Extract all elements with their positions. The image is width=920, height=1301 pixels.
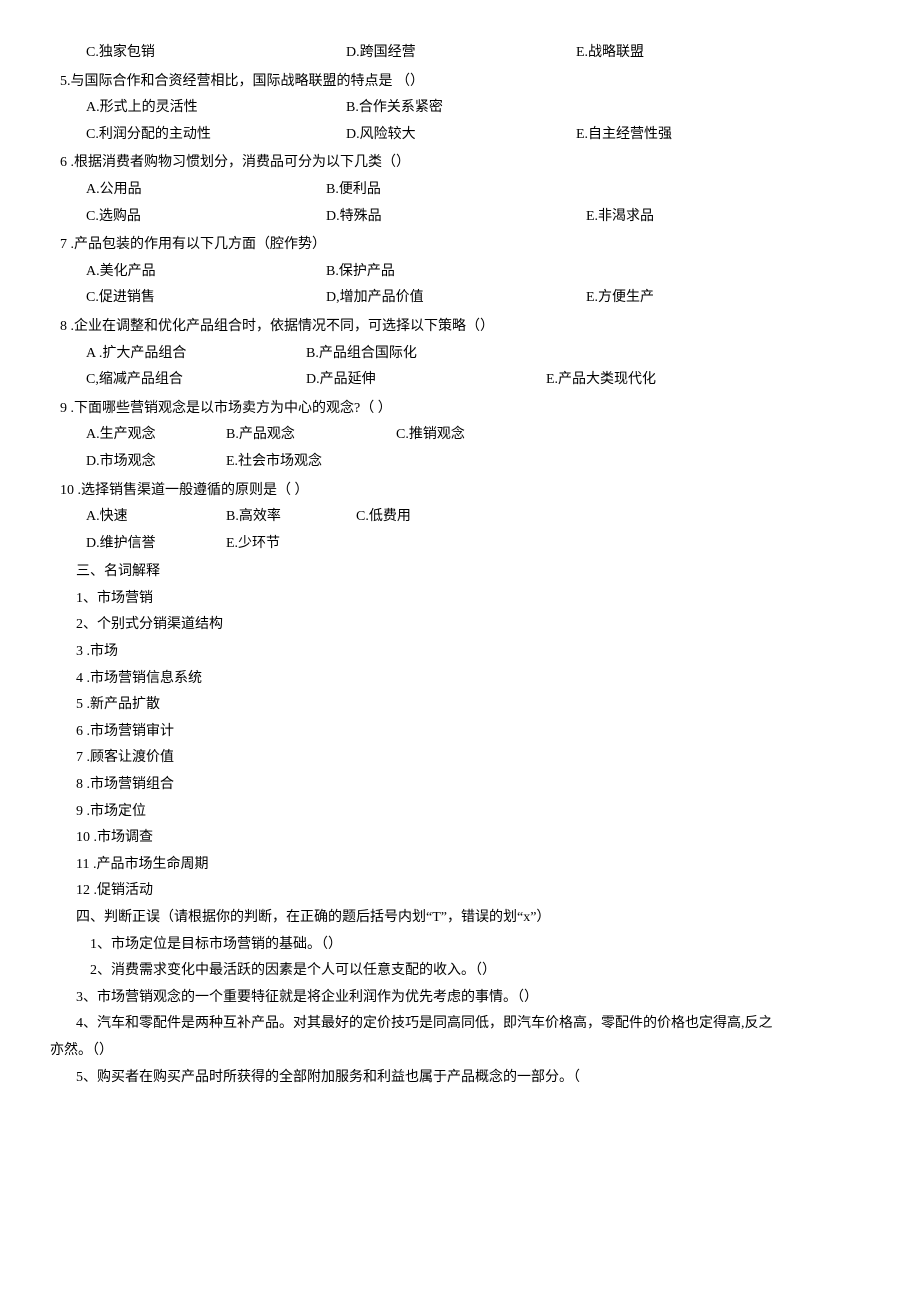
judge-5: 5、购买者在购买产品时所获得的全部附加服务和利益也属于产品概念的一部分。（: [50, 1065, 870, 1092]
q5-option-e: E.自主经营性强: [576, 122, 776, 149]
term-5: 5 .新产品扩散: [50, 692, 870, 719]
q6-option-e: E.非渴求品: [586, 204, 654, 231]
q9-option-b: B.产品观念: [226, 422, 396, 449]
q9-stem: 9 .下面哪些营销观念是以市场卖方为中心的观念?（ ）: [50, 396, 870, 423]
q8-option-d: D.产品延伸: [306, 367, 546, 394]
q9-option-d: D.市场观念: [86, 449, 226, 476]
q6-stem: 6 .根据消费者购物习惯划分，消费品可分为以下几类（）: [50, 150, 870, 177]
q9-option-c: C.推销观念: [396, 422, 465, 449]
term-9: 9 .市场定位: [50, 799, 870, 826]
judge-4-line1: 4、汽车和零配件是两种互补产品。对其最好的定价技巧是同高同低，即汽车价格高，零配…: [50, 1011, 870, 1038]
q7-stem: 7 .产品包装的作用有以下几方面（腔作势）: [50, 232, 870, 259]
question-9: 9 .下面哪些营销观念是以市场卖方为中心的观念?（ ） A.生产观念 B.产品观…: [50, 396, 870, 476]
question-7: 7 .产品包装的作用有以下几方面（腔作势） A.美化产品 B.保护产品 C.促进…: [50, 232, 870, 312]
q5-option-c: C.利润分配的主动性: [86, 122, 346, 149]
term-2: 2、个别式分销渠道结构: [50, 612, 870, 639]
term-11: 11 .产品市场生命周期: [50, 852, 870, 879]
term-10: 10 .市场调查: [50, 825, 870, 852]
term-3: 3 .市场: [50, 639, 870, 666]
q10-option-c: C.低费用: [356, 504, 411, 531]
q10-option-b: B.高效率: [226, 504, 356, 531]
section-4-title: 四、判断正误（请根据你的判断，在正确的题后括号内划“T”，错误的划“x”）: [50, 905, 870, 932]
q9-option-a: A.生产观念: [86, 422, 226, 449]
question-10: 10 .选择销售渠道一般遵循的原则是（ ） A.快速 B.高效率 C.低费用 D…: [50, 478, 870, 558]
judge-4-line2: 亦然。（）: [50, 1038, 870, 1065]
q8-option-a: A .扩大产品组合: [86, 341, 306, 368]
q8-option-b: B.产品组合国际化: [306, 341, 417, 368]
question-4-options-row2: C.独家包销 D.跨国经营 E.战略联盟: [50, 40, 870, 67]
judge-1: 1、市场定位是目标市场营销的基础。（）: [50, 932, 870, 959]
q10-option-e: E.少环节: [226, 531, 280, 558]
q8-option-e: E.产品大类现代化: [546, 367, 656, 394]
q8-stem: 8 .企业在调整和优化产品组合时，依据情况不同，可选择以下策略（）: [50, 314, 870, 341]
q8-option-c: C,缩减产品组合: [86, 367, 306, 394]
q6-option-c: C.选购品: [86, 204, 326, 231]
q4-option-d: D.跨国经营: [346, 40, 576, 67]
q5-option-a: A.形式上的灵活性: [86, 95, 346, 122]
term-4: 4 .市场营销信息系统: [50, 666, 870, 693]
q6-option-b: B.便利品: [326, 177, 381, 204]
term-12: 12 .促销活动: [50, 878, 870, 905]
term-1: 1、市场营销: [50, 586, 870, 613]
q7-option-b: B.保护产品: [326, 259, 395, 286]
q4-option-c: C.独家包销: [86, 40, 346, 67]
q5-option-d: D.风险较大: [346, 122, 576, 149]
judge-2: 2、消费需求变化中最活跃的因素是个人可以任意支配的收入。（）: [50, 958, 870, 985]
q4-option-e: E.战略联盟: [576, 40, 776, 67]
q5-stem: 5.与国际合作和合资经营相比，国际战略联盟的特点是 （）: [50, 69, 870, 96]
q6-option-a: A.公用品: [86, 177, 326, 204]
q7-option-a: A.美化产品: [86, 259, 326, 286]
question-6: 6 .根据消费者购物习惯划分，消费品可分为以下几类（） A.公用品 B.便利品 …: [50, 150, 870, 230]
term-7: 7 .顾客让渡价值: [50, 745, 870, 772]
section-3-title: 三、名词解释: [50, 559, 870, 586]
q7-option-d: D,增加产品价值: [326, 285, 586, 312]
q10-option-d: D.维护信誉: [86, 531, 226, 558]
q9-option-e: E.社会市场观念: [226, 449, 322, 476]
term-8: 8 .市场营销组合: [50, 772, 870, 799]
q10-option-a: A.快速: [86, 504, 226, 531]
q6-option-d: D.特殊品: [326, 204, 586, 231]
question-5: 5.与国际合作和合资经营相比，国际战略联盟的特点是 （） A.形式上的灵活性 B…: [50, 69, 870, 149]
judge-3: 3、市场营销观念的一个重要特征就是将企业利润作为优先考虑的事情。（）: [50, 985, 870, 1012]
q5-option-b: B.合作关系紧密: [346, 95, 576, 122]
question-8: 8 .企业在调整和优化产品组合时，依据情况不同，可选择以下策略（） A .扩大产…: [50, 314, 870, 394]
q7-option-c: C.促进销售: [86, 285, 326, 312]
term-6: 6 .市场营销审计: [50, 719, 870, 746]
q7-option-e: E.方便生产: [586, 285, 654, 312]
q10-stem: 10 .选择销售渠道一般遵循的原则是（ ）: [50, 478, 870, 505]
